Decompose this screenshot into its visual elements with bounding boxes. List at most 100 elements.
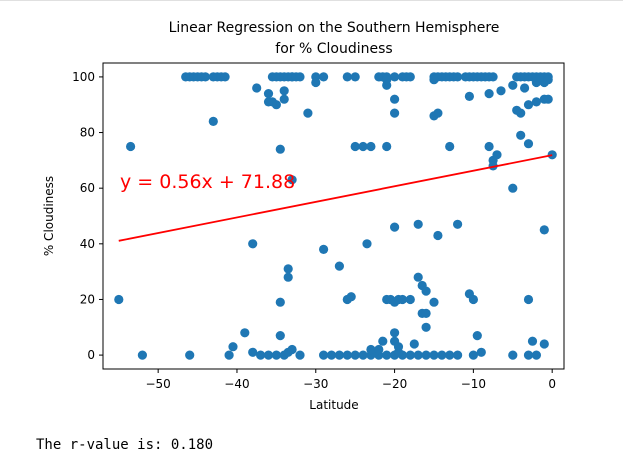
data-point — [295, 72, 305, 82]
scatter-chart: Linear Regression on the Southern Hemisp… — [42, 20, 565, 412]
data-point — [421, 350, 431, 360]
data-point — [358, 141, 368, 152]
data-point — [476, 347, 486, 357]
chart-marks — [114, 72, 557, 360]
data-point — [453, 350, 463, 360]
regression-equation: y = 0.56x + 71.88 — [120, 171, 295, 193]
chart-title: Linear Regression on the Southern Hemisp… — [169, 20, 500, 36]
data-point — [453, 219, 463, 229]
data-point — [437, 350, 447, 360]
data-point — [531, 97, 542, 107]
data-point — [520, 83, 530, 93]
data-point — [405, 350, 415, 360]
data-point — [275, 331, 285, 341]
x-tick-label: −20 — [382, 377, 407, 391]
data-point — [319, 244, 329, 254]
data-point — [390, 72, 400, 82]
x-axis: −50 −40 −30 −20 −10 0 — [145, 369, 556, 391]
data-point — [413, 350, 423, 360]
data-point — [185, 350, 195, 360]
data-point — [342, 350, 352, 360]
data-point — [311, 77, 321, 88]
data-point — [488, 72, 498, 82]
x-tick-label: −40 — [224, 377, 249, 391]
data-point — [256, 350, 266, 360]
data-point — [263, 350, 274, 360]
y-axis: 0 20 40 60 80 100 — [72, 70, 103, 362]
data-point — [390, 108, 400, 118]
data-point — [397, 294, 408, 305]
data-point — [295, 350, 305, 360]
x-tick-label: −50 — [145, 377, 170, 391]
data-point — [523, 294, 534, 305]
data-point — [409, 339, 419, 349]
data-point — [287, 344, 297, 355]
data-point — [445, 350, 455, 360]
x-tick-label: 0 — [548, 377, 556, 391]
y-tick-label: 80 — [80, 126, 95, 140]
data-point — [208, 116, 218, 126]
data-point — [114, 294, 124, 305]
data-point — [390, 94, 400, 104]
data-point — [382, 75, 392, 85]
data-point — [445, 141, 455, 152]
data-point — [200, 72, 210, 82]
y-tick-label: 20 — [80, 292, 95, 306]
data-point — [547, 150, 557, 160]
x-tick-label: −30 — [303, 377, 328, 391]
y-tick-label: 0 — [87, 348, 95, 362]
data-point — [275, 297, 285, 307]
data-point — [374, 344, 384, 355]
data-point — [366, 344, 376, 355]
data-point — [468, 294, 478, 305]
y-tick-label: 100 — [72, 70, 95, 84]
data-point — [271, 350, 281, 360]
data-point — [319, 72, 329, 82]
data-point — [390, 328, 400, 338]
plot-frame — [102, 62, 565, 370]
data-point — [220, 72, 230, 82]
data-point — [421, 308, 431, 318]
data-point — [539, 225, 549, 235]
data-point — [429, 350, 439, 360]
data-point — [263, 97, 274, 107]
data-point — [350, 141, 360, 152]
data-point — [433, 230, 443, 241]
data-point — [484, 89, 494, 99]
data-point — [228, 342, 238, 352]
data-point — [508, 183, 518, 193]
data-point — [248, 347, 258, 357]
data-point — [516, 130, 526, 140]
data-point — [224, 350, 234, 360]
y-axis-label: % Cloudiness — [42, 176, 56, 256]
data-point — [523, 100, 534, 110]
data-point — [382, 141, 392, 152]
data-point — [523, 139, 534, 149]
data-point — [421, 322, 431, 332]
data-point — [508, 80, 518, 90]
data-point — [346, 292, 356, 302]
data-point — [303, 108, 313, 118]
data-point — [543, 94, 553, 104]
data-point — [279, 86, 289, 96]
y-tick-label: 40 — [80, 237, 95, 251]
data-point — [334, 261, 344, 271]
data-point — [382, 350, 392, 360]
data-point — [393, 342, 404, 352]
data-point — [279, 94, 289, 104]
data-point — [358, 350, 368, 360]
data-point — [405, 294, 415, 305]
data-point — [492, 150, 502, 160]
r-value-output: The r-value is: 0.180 — [36, 437, 214, 453]
regression-line — [118, 154, 553, 242]
data-point — [334, 350, 344, 360]
data-point — [252, 83, 262, 93]
data-point — [468, 350, 478, 360]
chart-title-line2: for % Cloudiness — [275, 41, 392, 57]
data-point — [126, 141, 136, 152]
data-point — [405, 72, 415, 82]
data-point — [527, 336, 538, 346]
data-point — [543, 75, 553, 85]
data-point — [378, 336, 388, 346]
data-point — [287, 175, 297, 185]
